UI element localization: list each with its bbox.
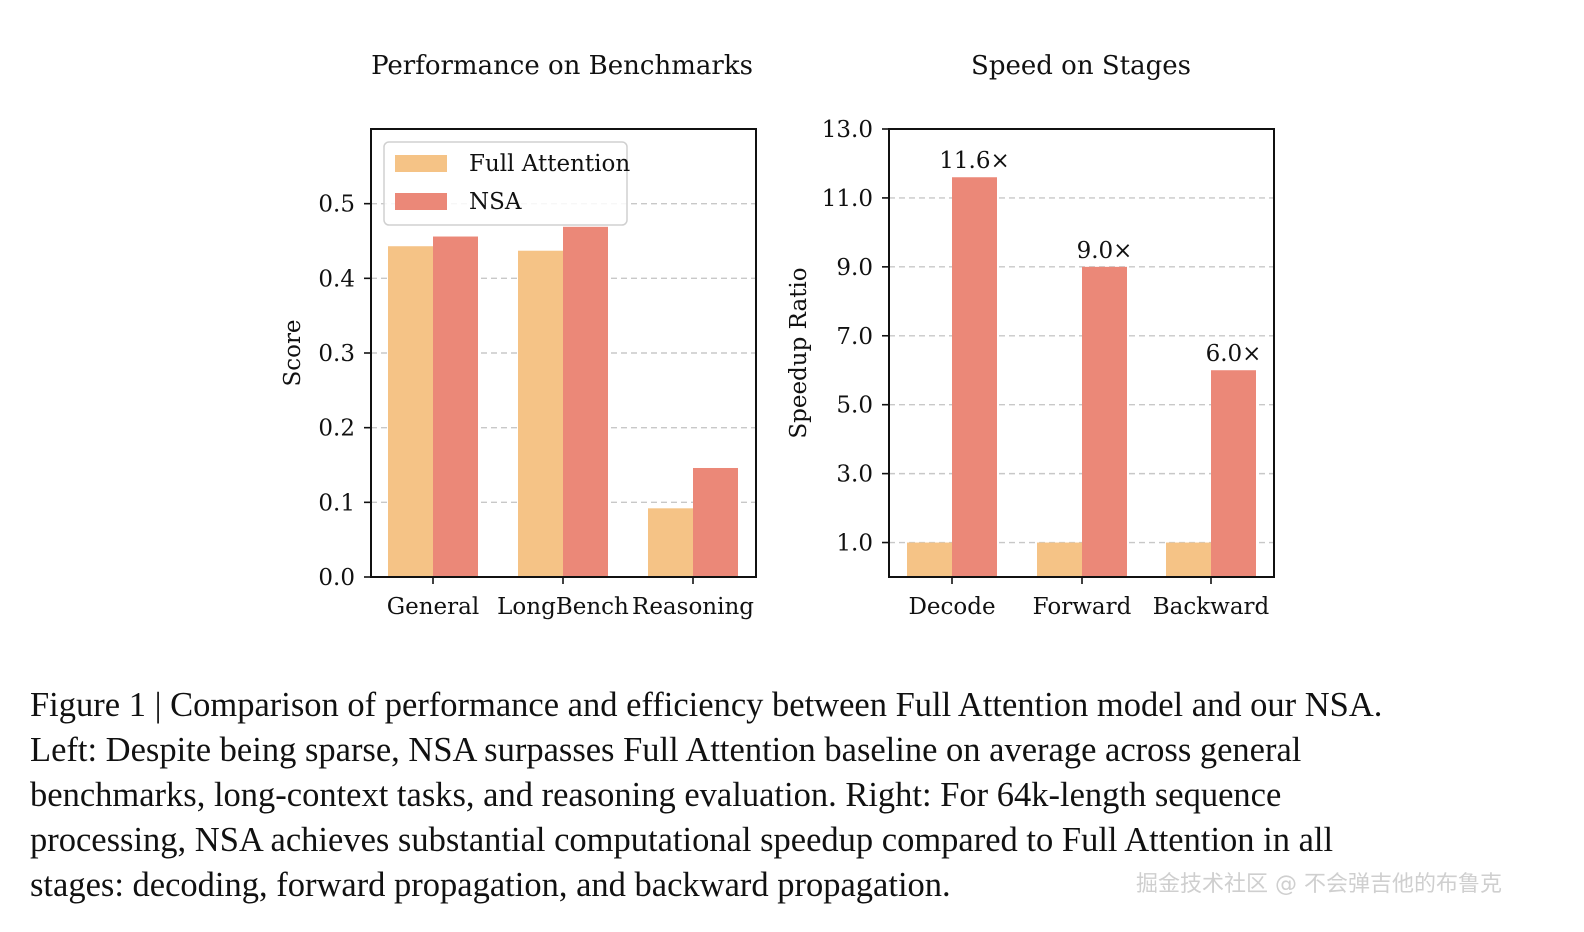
speed-ytick-label: 7.0 (836, 324, 873, 350)
bench-bar-full-attention-reasoning (648, 508, 693, 577)
speed-data-label: 11.6× (939, 148, 1009, 174)
bench-bar-nsa-general (433, 236, 478, 577)
speed-ytick-label: 11.0 (822, 186, 873, 212)
speed-bar-full-attention-backward (1166, 542, 1211, 577)
speed-y-axis-label: Speedup Ratio (786, 267, 812, 438)
caption-line: Figure 1 | Comparison of performance and… (30, 686, 1383, 724)
bench-legend-label: NSA (469, 189, 522, 215)
speed-bar-full-attention-decode (907, 542, 952, 577)
speed-data-label: 6.0× (1206, 341, 1262, 367)
bench-xtick-label: Reasoning (632, 594, 754, 620)
bench-ytick-label: 0.0 (318, 565, 355, 591)
caption-line: Left: Despite being sparse, NSA surpasse… (30, 731, 1302, 769)
speed-bar-nsa-forward (1082, 266, 1127, 577)
caption-line: processing, NSA achieves substantial com… (30, 821, 1334, 859)
bench-bar-nsa-reasoning (693, 467, 738, 577)
bench-legend-swatch-nsa (395, 193, 447, 210)
caption-line: benchmarks, long-context tasks, and reas… (30, 776, 1282, 814)
figure-caption: Figure 1 | Comparison of performance and… (30, 683, 1540, 908)
speed-bar-nsa-decode (952, 177, 997, 577)
bench-ytick-label: 0.3 (318, 341, 355, 367)
caption-line: stages: decoding, forward propagation, a… (30, 866, 951, 904)
speed-xtick-label: Forward (1033, 594, 1132, 620)
speed-bar-nsa-backward (1211, 370, 1256, 577)
bench-legend-swatch-full-attention (395, 155, 447, 172)
speed-ytick-label: 5.0 (836, 393, 873, 419)
charts-canvas: 0.0 0.1 0.2 0.3 0.4 0.5 General LongBench Reason… (280, 51, 1275, 620)
bench-chart-title: Performance on Benchmarks (371, 51, 753, 81)
speed-ytick-label: 1.0 (836, 531, 873, 557)
speed-chart-title: Speed on Stages (971, 51, 1191, 81)
watermark: 掘金技术社区 @ 不会弹吉他的布鲁克 (1136, 872, 1502, 897)
speed-ytick-label: 13.0 (822, 117, 873, 143)
bench-ytick-label: 0.4 (318, 266, 355, 292)
bench-xtick-label: LongBench (497, 594, 629, 620)
speed-ytick-label: 3.0 (836, 462, 873, 488)
bench-bar-full-attention-longbench (518, 250, 563, 577)
bench-xtick-label: General (387, 594, 479, 620)
bench-bar-nsa-longbench (563, 226, 608, 577)
bench-legend-label: Full Attention (469, 151, 630, 177)
speed-data-label: 9.0× (1077, 238, 1133, 264)
speed-ytick-label: 9.0 (836, 255, 873, 281)
bench-ytick-label: 0.5 (318, 192, 355, 218)
speed-xtick-label: Decode (908, 594, 995, 620)
bench-y-axis-label: Score (280, 319, 306, 386)
bench-bar-full-attention-general (388, 246, 433, 577)
speed-xtick-label: Backward (1153, 594, 1270, 620)
bench-ytick-label: 0.2 (318, 416, 355, 442)
bench-ytick-label: 0.1 (318, 490, 355, 516)
speed-bar-full-attention-forward (1037, 542, 1082, 577)
